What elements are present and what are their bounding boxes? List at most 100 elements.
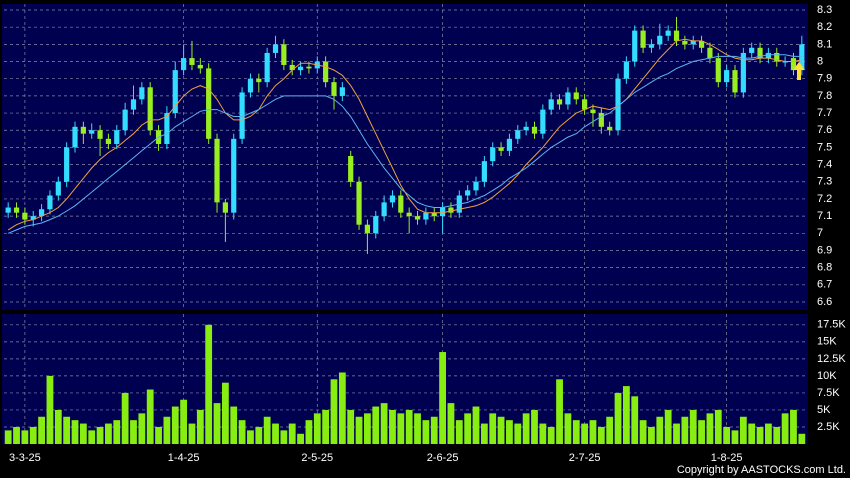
volume-bar (188, 423, 196, 444)
candle-body (147, 87, 153, 131)
y-tick-label: 2.5K (817, 421, 840, 433)
candle-body (114, 130, 120, 144)
candle-body (690, 40, 696, 45)
volume-bar (597, 426, 605, 444)
x-tick-label: 1-4-25 (168, 452, 200, 464)
candle-body (64, 147, 70, 182)
price-panel (2, 4, 808, 310)
x-tick-label: 2-5-25 (301, 452, 333, 464)
candle-body (648, 44, 655, 48)
volume-bar (681, 416, 689, 444)
candle-body (615, 78, 621, 131)
candle-body (540, 109, 546, 134)
volume-bar (480, 423, 488, 444)
volume-bar (698, 420, 705, 444)
y-tick-label: 7.7 (817, 107, 832, 119)
y-tick-label: 7.6 (817, 124, 832, 136)
volume-bar (288, 423, 296, 444)
volume-bar (648, 426, 655, 444)
volume-bar (389, 409, 396, 444)
price-arrow (793, 62, 805, 80)
volume-bar (756, 426, 764, 444)
volume-bar (748, 423, 756, 444)
volume-bar (29, 426, 37, 444)
candle-body (665, 30, 671, 36)
volume-bar (313, 413, 321, 444)
volume-bar (21, 430, 29, 444)
volume-bar (781, 413, 789, 444)
candle-body (373, 216, 379, 234)
candle-body (607, 126, 613, 131)
candle-body (22, 212, 28, 220)
candle-body (122, 109, 128, 131)
volume-bar (714, 409, 722, 444)
volume-bar (556, 379, 563, 444)
volume-bar (405, 409, 413, 444)
candle-body (673, 30, 680, 41)
candle-body (782, 61, 788, 63)
y-tick-label: 8.3 (817, 4, 832, 16)
volume-bar (564, 413, 572, 444)
candle-body (431, 212, 437, 217)
candle-body (80, 126, 86, 134)
volume-bar (790, 409, 797, 444)
y-tick-label: 6.8 (817, 262, 832, 274)
candle-body (247, 78, 254, 93)
volume-bar (414, 413, 421, 444)
candle-body (774, 52, 780, 62)
candle-body (632, 30, 638, 62)
candle-body (256, 78, 262, 83)
volume-bar (664, 409, 672, 444)
candle-body (715, 58, 721, 83)
candle-body (339, 87, 345, 96)
volume-bar (522, 413, 530, 444)
volume-bar (205, 324, 213, 444)
candle-body (381, 202, 387, 217)
y-tick-label: 7.5K (817, 387, 840, 399)
y-tick-label: 7.5 (817, 141, 832, 153)
candle-body (222, 202, 228, 213)
volume-bar (472, 406, 480, 444)
candle-body (164, 113, 170, 144)
y-tick-label: 7.1 (817, 210, 832, 222)
volume-bar (689, 409, 697, 444)
y-tick-label: 7.9 (817, 73, 832, 85)
volume-bar (4, 430, 12, 444)
candle-body (5, 207, 11, 213)
volume-bar (673, 423, 680, 444)
volume-bar (96, 426, 104, 444)
volume-bar (380, 403, 388, 444)
candle-body (297, 66, 304, 71)
candle-body (289, 64, 295, 71)
volume-bar (180, 399, 188, 444)
candle-body (707, 47, 713, 59)
volume-bar (138, 413, 146, 444)
y-tick-label: 6.9 (817, 244, 832, 256)
candle-body (356, 181, 362, 225)
candle-body (389, 195, 396, 203)
candle-body (799, 44, 805, 71)
candle-body (406, 212, 412, 217)
copyright: Copyright by AASTOCKS.com Ltd. (677, 464, 846, 476)
volume-bar (38, 416, 45, 444)
y-tick-label: 6.7 (817, 279, 832, 291)
volume-bar (221, 382, 229, 444)
volume-bar (506, 420, 513, 444)
volume-bar (272, 423, 279, 444)
candle-body (281, 44, 287, 65)
volume-bar (71, 420, 79, 444)
y-tick-label: 8.2 (817, 21, 832, 33)
y-tick-label: 17.5K (817, 319, 846, 331)
candle-body (306, 66, 312, 69)
volume-bar (489, 413, 497, 444)
volume-bar (773, 426, 781, 444)
candle-body (264, 52, 270, 83)
candle-body (272, 44, 279, 53)
candle-body (481, 161, 487, 182)
y-tick-label: 6.6 (817, 296, 832, 308)
candle-body (490, 147, 496, 162)
volume-bar (614, 392, 622, 444)
volume-bar (723, 426, 731, 444)
volume-bar (54, 409, 62, 444)
